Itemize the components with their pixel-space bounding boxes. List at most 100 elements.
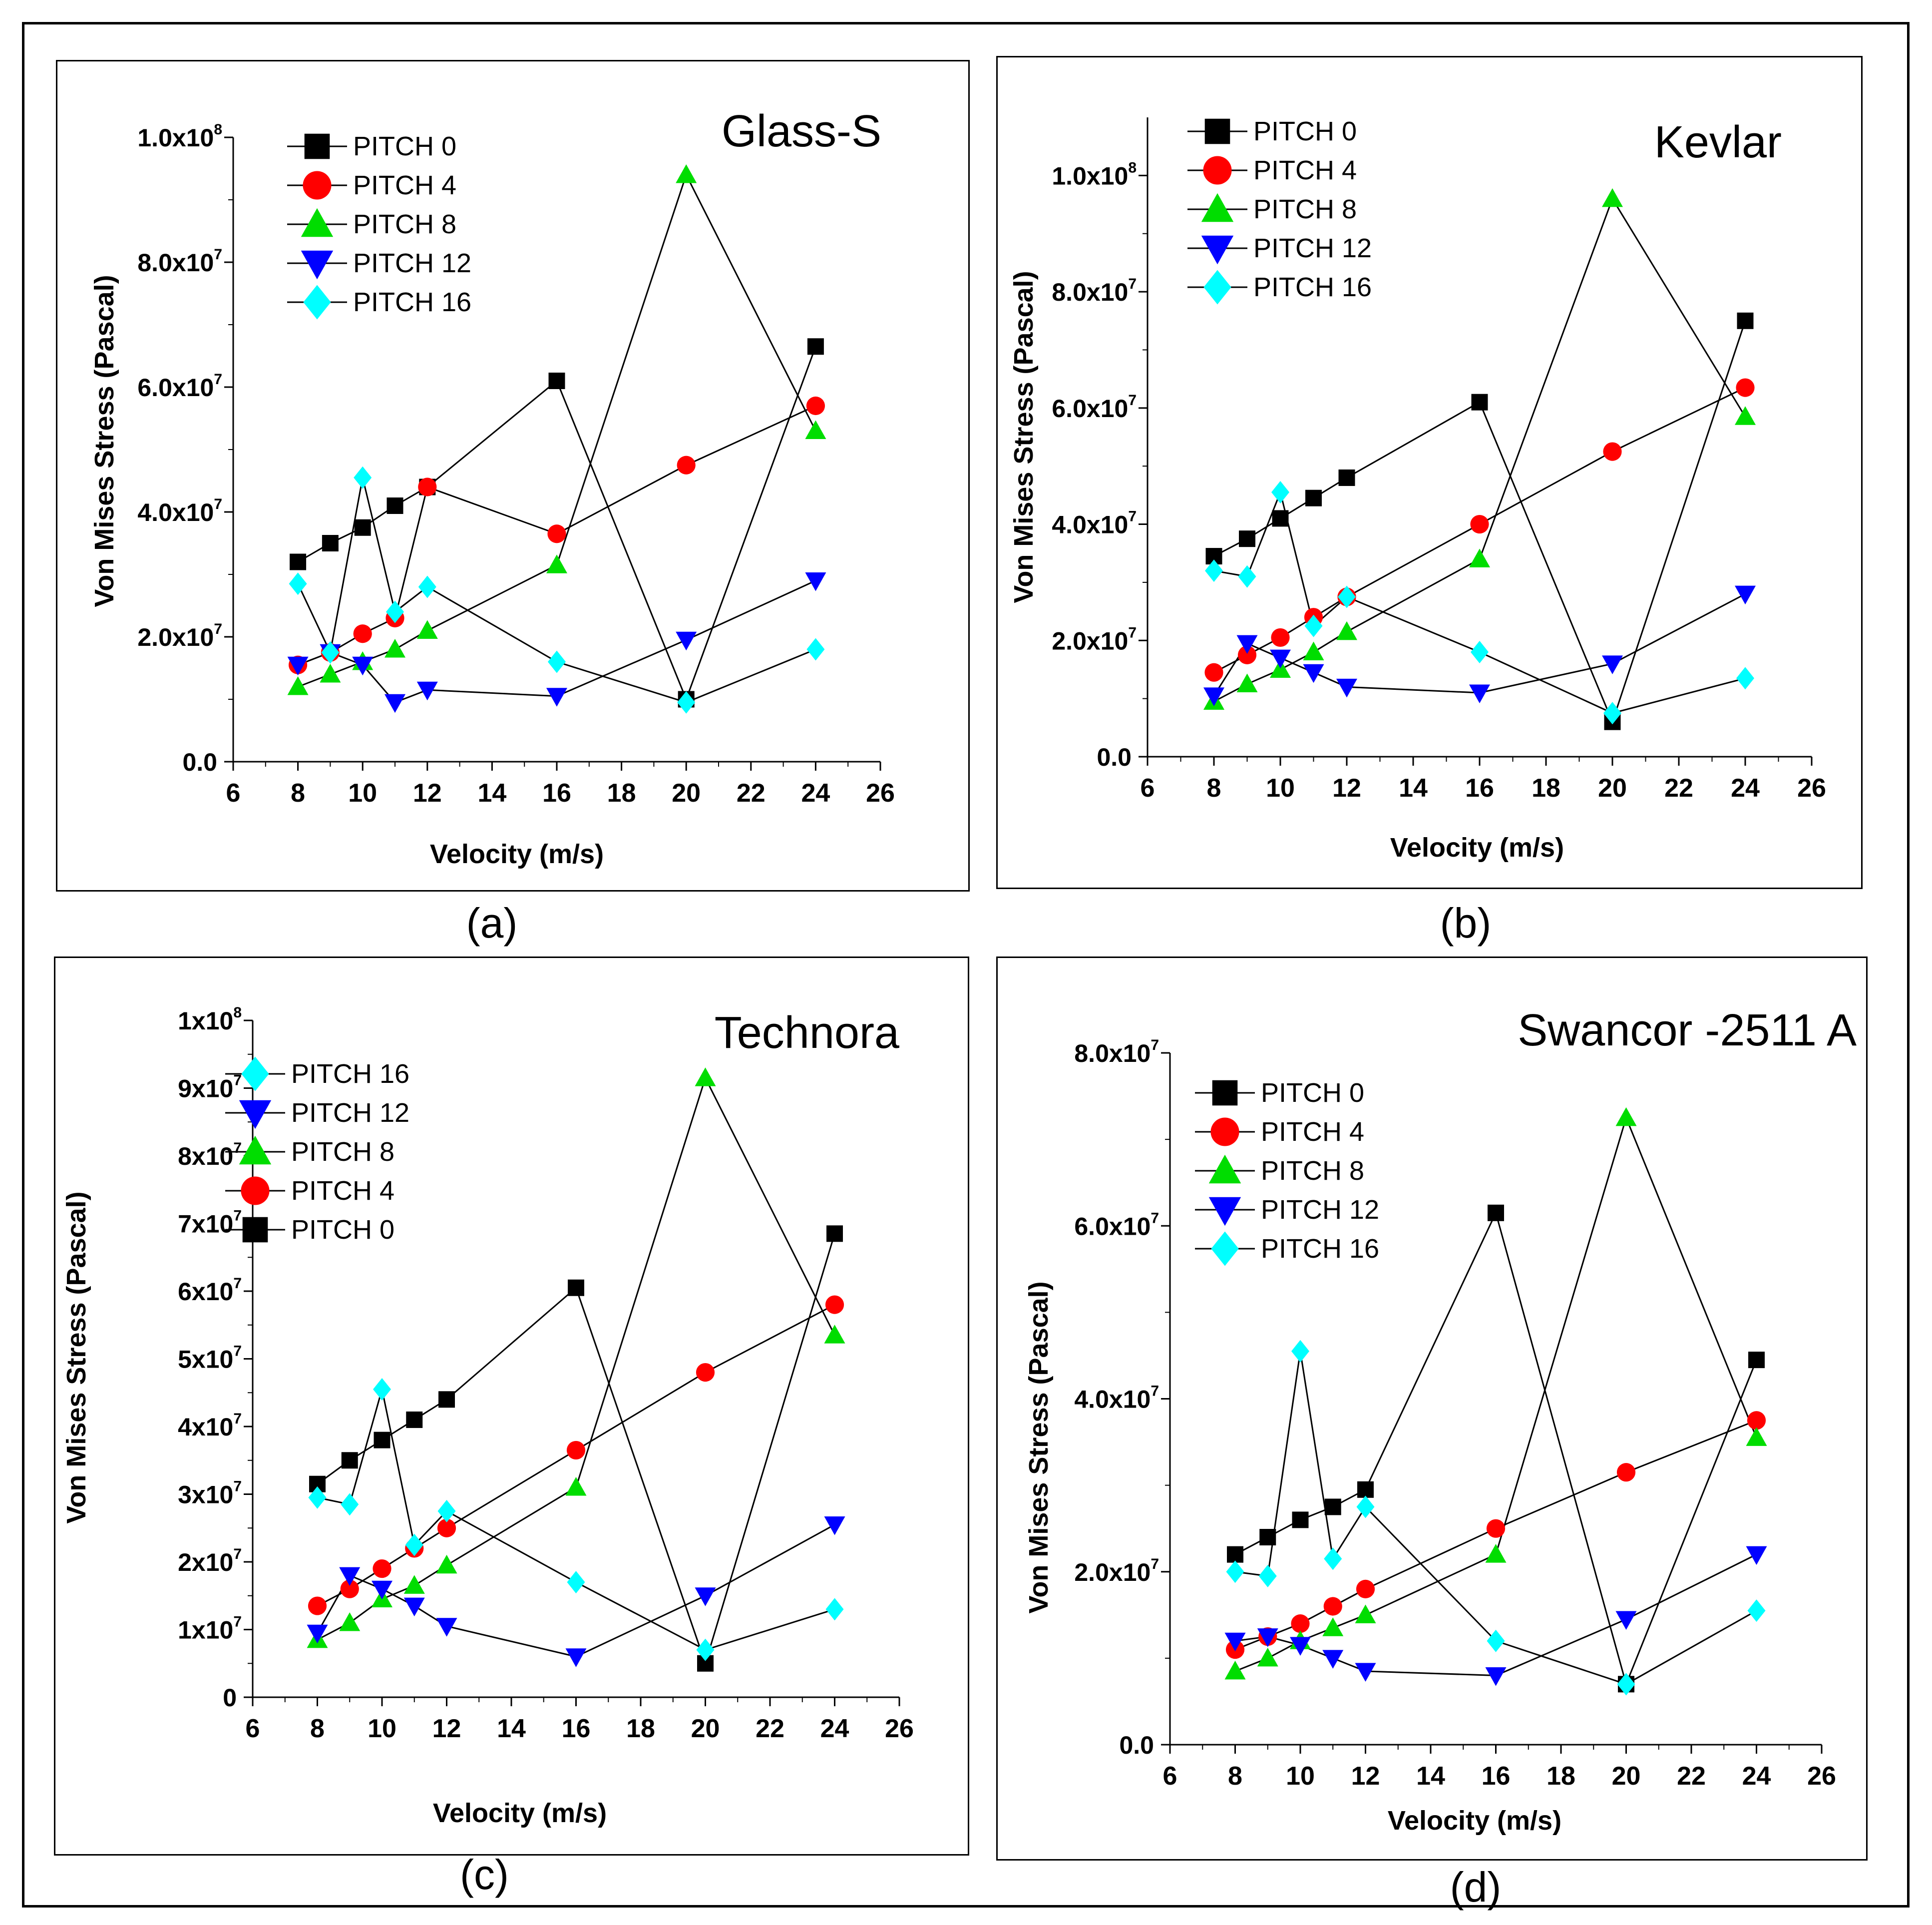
legend-label: PITCH 16 [291, 1059, 409, 1089]
data-point-pitch-0 [568, 1279, 584, 1296]
y-tick-label: 0.0 [182, 748, 217, 776]
data-point-pitch-12 [1336, 678, 1357, 698]
data-point-pitch-8 [546, 554, 567, 573]
data-point-pitch-16 [696, 1638, 715, 1661]
y-tick-label: 0 [223, 1684, 237, 1712]
data-point-pitch-8 [1735, 406, 1756, 425]
y-tick-label: 6x107 [178, 1275, 242, 1306]
x-tick-label: 20 [672, 779, 701, 808]
x-tick-label: 22 [1664, 774, 1693, 803]
data-point-pitch-8 [1224, 1660, 1246, 1680]
legend-marker [1204, 118, 1230, 144]
panel-b-kevlar: 6 8 10 12 14 16 18 20 22 24 26 0.0 2.0x107 4.0x107 6.0… [996, 56, 1863, 889]
series-line-pitch-12 [298, 580, 816, 704]
panel-a-glass-s: 6 8 10 12 14 16 18 20 22 24 26 0.0 2.0x107 4.0x107 6.0… [56, 60, 970, 892]
data-point-pitch-4 [1470, 514, 1489, 534]
legend-label: PITCH 16 [1261, 1234, 1379, 1264]
legend-marker [239, 1100, 272, 1129]
data-point-pitch-12 [676, 631, 697, 651]
legend-label: PITCH 0 [291, 1215, 394, 1245]
legend-marker [301, 250, 334, 280]
chart-title: Technora [715, 1008, 900, 1058]
data-point-pitch-12 [1485, 1667, 1507, 1686]
data-point-pitch-8 [1602, 188, 1623, 207]
data-point-pitch-0 [341, 1452, 358, 1469]
series-line-pitch-8 [317, 1076, 835, 1641]
x-tick-label: 6 [1141, 774, 1155, 803]
series-line-pitch-8 [1234, 1115, 1757, 1672]
x-tick-label: 18 [607, 779, 636, 808]
legend-marker [241, 1176, 270, 1205]
series-line-pitch-12 [1235, 1553, 1757, 1677]
data-point-pitch-12 [805, 572, 826, 591]
x-tick-label: 18 [626, 1714, 655, 1743]
data-point-pitch-8 [805, 420, 826, 439]
legend-marker [1201, 193, 1234, 222]
x-axis-label: Velocity (m/s) [433, 1798, 607, 1828]
x-tick-label: 10 [1286, 1762, 1315, 1791]
data-point-pitch-8 [339, 1612, 361, 1631]
data-point-pitch-4 [373, 1559, 391, 1578]
data-point-pitch-16 [308, 1486, 327, 1509]
data-point-pitch-0 [438, 1391, 455, 1408]
y-tick-label: 5x107 [178, 1343, 242, 1374]
x-tick-label: 22 [737, 779, 766, 808]
x-tick-label: 14 [1399, 774, 1428, 803]
x-tick-label: 24 [1731, 774, 1760, 803]
y-axis-label: Von Mises Stress (Pascal) [61, 1191, 91, 1523]
data-point-pitch-8 [436, 1554, 457, 1574]
data-point-pitch-16 [386, 600, 404, 623]
data-point-pitch-12 [1469, 684, 1490, 703]
data-point-pitch-4 [566, 1441, 586, 1460]
legend-marker [301, 208, 334, 237]
x-tick-label: 6 [226, 779, 241, 808]
series-line-pitch-12 [1213, 593, 1746, 696]
legend-marker [1201, 235, 1234, 265]
data-point-pitch-0 [1227, 1546, 1243, 1563]
data-point-pitch-4 [308, 1596, 327, 1615]
data-point-pitch-12 [546, 688, 567, 707]
data-point-pitch-4 [1291, 1614, 1310, 1633]
legend-label: PITCH 12 [291, 1098, 409, 1128]
y-tick-label: 1x108 [178, 1004, 242, 1035]
legend-label: PITCH 4 [1253, 155, 1357, 185]
data-point-pitch-12 [824, 1516, 845, 1535]
data-point-pitch-4 [1237, 645, 1257, 664]
y-tick-label: 7x107 [178, 1208, 242, 1238]
data-point-pitch-12 [1746, 1546, 1767, 1565]
x-tick-label: 12 [1332, 774, 1361, 803]
data-point-pitch-12 [1303, 664, 1324, 683]
data-point-pitch-8 [1469, 548, 1490, 567]
data-point-pitch-4 [806, 396, 825, 416]
x-tick-label: 10 [1266, 774, 1295, 803]
y-tick-label: 4.0x107 [137, 496, 222, 526]
data-point-pitch-4 [340, 1579, 359, 1598]
data-point-pitch-12 [1615, 1611, 1637, 1630]
legend-label: PITCH 16 [353, 287, 471, 317]
data-point-pitch-8 [403, 1575, 425, 1594]
x-axis-label: Velocity (m/s) [1388, 1806, 1561, 1836]
data-point-pitch-0 [826, 1225, 843, 1242]
x-tick-label: 12 [432, 1714, 461, 1743]
data-point-pitch-12 [1322, 1650, 1344, 1669]
y-axis-label: Von Mises Stress (Pascal) [1024, 1281, 1054, 1613]
x-tick-label: 22 [1677, 1762, 1706, 1791]
data-point-pitch-16 [1471, 641, 1489, 664]
data-point-pitch-4 [418, 478, 437, 496]
legend-label: PITCH 8 [353, 209, 456, 239]
data-point-pitch-8 [1322, 1617, 1344, 1636]
data-point-pitch-12 [1355, 1663, 1376, 1682]
data-point-pitch-4 [353, 624, 372, 643]
x-tick-label: 16 [1482, 1762, 1511, 1791]
x-tick-label: 16 [542, 779, 571, 808]
data-point-pitch-16 [321, 641, 340, 664]
data-point-pitch-16 [1736, 667, 1754, 690]
y-tick-label: 9x107 [178, 1072, 242, 1103]
legend-marker [1210, 1117, 1239, 1146]
data-point-pitch-0 [1737, 312, 1754, 329]
series-line-pitch-8 [1213, 197, 1746, 702]
data-point-pitch-0 [548, 373, 565, 389]
data-point-pitch-4 [696, 1363, 715, 1382]
y-tick-label: 0.0 [1097, 743, 1132, 771]
data-point-pitch-12 [1290, 1637, 1311, 1656]
